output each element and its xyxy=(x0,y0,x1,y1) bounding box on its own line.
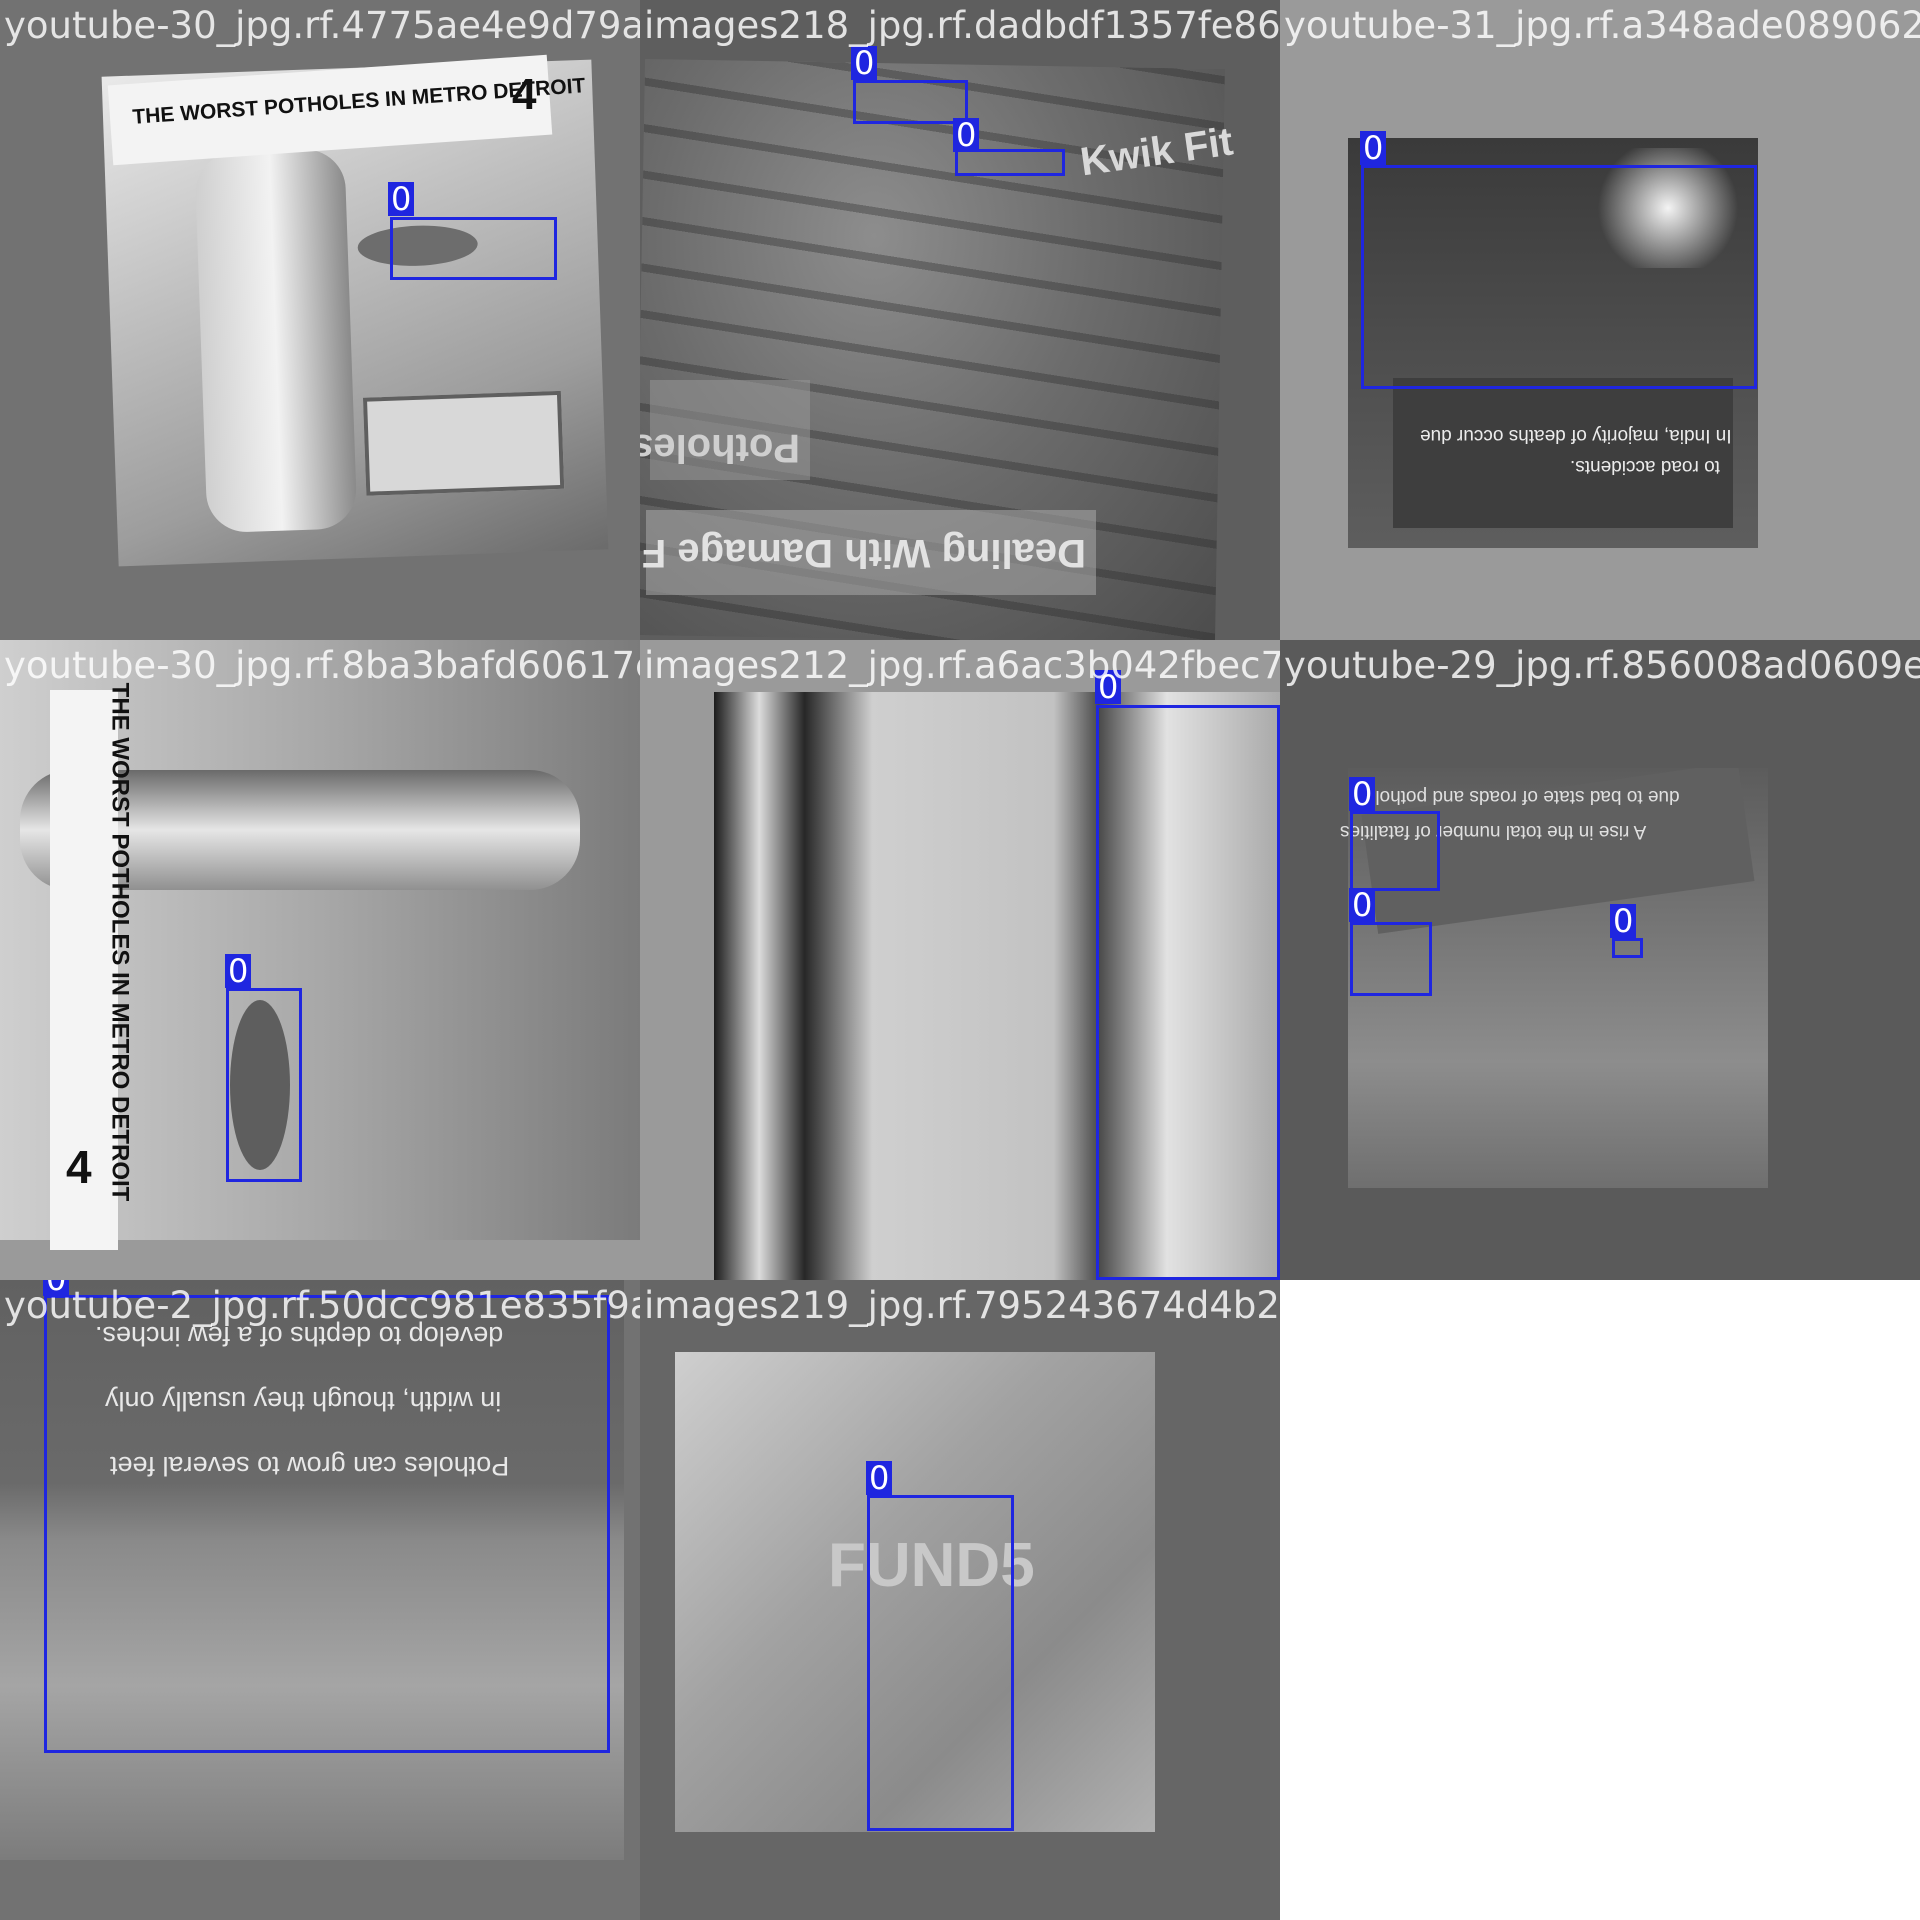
tile-4-channel-logo: 4 xyxy=(66,1141,92,1193)
tile-1: THE WORST POTHOLES IN METRO DETROIT 4 0 … xyxy=(0,0,640,640)
tile-5-bbox xyxy=(1096,705,1280,1280)
tile-6-bbox-2 xyxy=(1350,922,1432,996)
tile-2: Potholes Dealing With Damage From Kwik F… xyxy=(640,0,1280,640)
tile-2-bbox-2-label: 0 xyxy=(953,118,980,152)
tile-1-bbox-label: 0 xyxy=(388,182,415,216)
tile-6-bbox-1 xyxy=(1350,811,1440,891)
tile-5-photo xyxy=(714,692,1280,1280)
tile-3-caption-line-2: to road accidents. xyxy=(1570,456,1720,477)
tile-3-bbox-label: 0 xyxy=(1360,131,1387,165)
tile-2-bbox-1-label: 0 xyxy=(851,46,878,80)
tile-6-filename: youtube-29_jpg.rf.856008ad0609e350 xyxy=(1284,644,1920,687)
tile-4-banner-text: THE WORST POTHOLES IN METRO DETROIT xyxy=(106,682,134,1202)
tile-2-sign-banner: Dealing With Damage From xyxy=(640,510,1096,595)
tile-2-bbox-2 xyxy=(955,149,1065,176)
tile-5: 0 images212_jpg.rf.a6ac3b042fbec77edc03e… xyxy=(640,640,1280,1280)
tile-8-bbox xyxy=(867,1495,1014,1831)
tile-4-filename: youtube-30_jpg.rf.8ba3bafd60617e860b0f9 xyxy=(4,644,640,687)
tile-3-highlight xyxy=(1588,148,1748,268)
tile-4-pothole xyxy=(230,1000,290,1170)
tile-4-bbox xyxy=(226,988,302,1182)
tile-2-bbox-1 xyxy=(853,80,968,124)
tile-4-bbox-label: 0 xyxy=(225,954,252,988)
tile-6-bbox-1-label: 0 xyxy=(1349,777,1376,811)
tile-6-bbox-2-label: 0 xyxy=(1349,888,1376,922)
tile-7-filename: youtube-2_jpg.rf.50dcc981e835f9a2821f474 xyxy=(4,1284,640,1327)
tile-1-filename: youtube-30_jpg.rf.4775ae4e9d79a50dc1bb42… xyxy=(4,4,640,47)
tile-3-bbox xyxy=(1361,165,1757,389)
tile-4-news-banner xyxy=(50,690,118,1250)
tile-8-photo xyxy=(675,1352,1155,1832)
tile-7: Potholes can grow to several feet in wid… xyxy=(0,1280,640,1920)
tile-8: FUND5 0 images219_jpg.rf.795243674d4b216… xyxy=(640,1280,1280,1920)
tile-2-filename: images218_jpg.rf.dadbdf1357fe86a7c9e0582 xyxy=(644,4,1280,47)
tile-6-bbox-3-label: 0 xyxy=(1610,904,1637,938)
tile-7-photo xyxy=(0,1280,624,1860)
tile-3-caption-panel xyxy=(1393,378,1733,528)
tile-2-sign-potholes: Potholes xyxy=(640,380,810,480)
tile-4: THE WORST POTHOLES IN METRO DETROIT 4 0 … xyxy=(0,640,640,1280)
tile-1-person xyxy=(194,148,358,534)
tile-7-bbox-label: 0 xyxy=(43,1280,70,1296)
tile-8-road-text: FUND5 xyxy=(828,1531,1035,1600)
tile-3-filename: youtube-31_jpg.rf.a348ade0890628e9 xyxy=(1284,4,1920,47)
tile-6: A rise in the total number of fatalities… xyxy=(1280,640,1920,1280)
tile-3-photo xyxy=(1348,138,1758,548)
tile-1-car xyxy=(362,390,565,496)
tile-7-bbox xyxy=(44,1295,610,1753)
tile-6-photo xyxy=(1348,768,1768,1188)
tile-1-bbox xyxy=(390,217,557,280)
tile-8-bbox-label: 0 xyxy=(866,1461,893,1495)
tile-3: In India, majority of deaths occur due t… xyxy=(1280,0,1920,640)
tile-6-caption-line-2: due to bad state of roads and potholes. xyxy=(1350,786,1680,807)
tile-5-filename: images212_jpg.rf.a6ac3b042fbec77edc03e7 xyxy=(644,644,1280,687)
tile-1-channel-logo: 4 xyxy=(512,70,537,119)
tile-8-filename: images219_jpg.rf.795243674d4b216a1c12ee1 xyxy=(644,1284,1280,1327)
tile-3-caption-line-1: In India, majority of deaths occur due xyxy=(1420,425,1732,446)
tile-6-bbox-3 xyxy=(1612,938,1643,958)
tile-5-bbox-label: 0 xyxy=(1095,670,1122,704)
